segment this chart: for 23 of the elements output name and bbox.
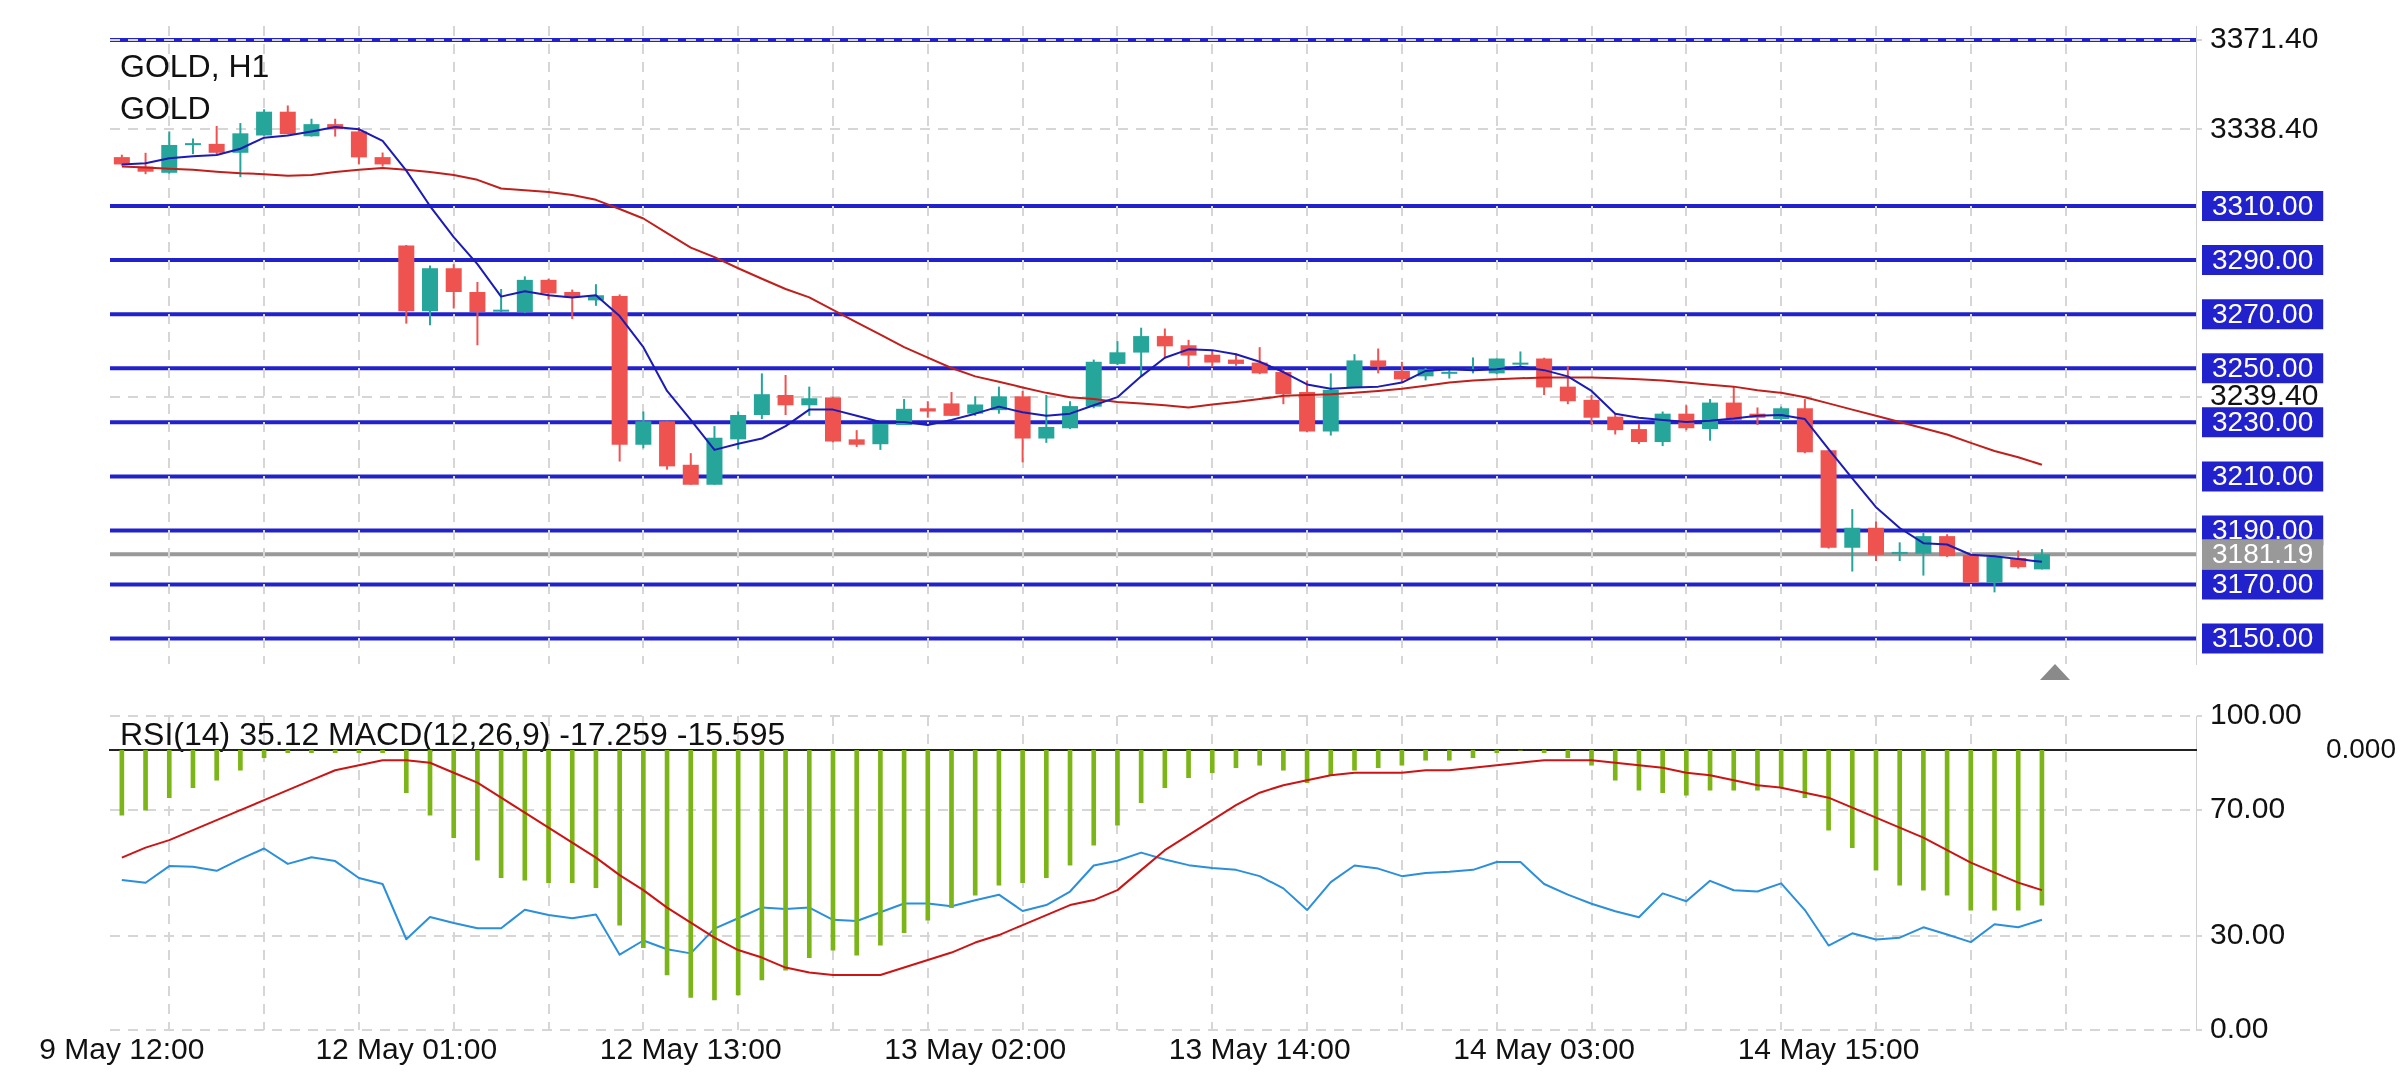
y-tick-label: 0.00 (2210, 1011, 2269, 1045)
x-tick-label: 12 May 01:00 (315, 1032, 498, 1066)
chart-title: RSI(14) 35.12 MACD(12,26,9) -17.259 -15.595 (120, 715, 786, 752)
ref-line-label: 3170.00 (2212, 568, 2314, 600)
ref-line-label: 3310.00 (2212, 189, 2314, 221)
y-tick-label: 30.00 (2210, 917, 2286, 951)
x-tick-label: 9 May 12:00 (39, 1032, 205, 1066)
x-tick-label: 13 May 14:00 (1168, 1032, 1351, 1066)
y-tick-label: 70.00 (2210, 791, 2286, 825)
x-tick-label: 13 May 02:00 (884, 1032, 1067, 1066)
y-tick-label: 100.00 (2210, 697, 2302, 731)
x-tick-label: 14 May 15:00 (1737, 1032, 1920, 1066)
ref-line-label: 3150.00 (2212, 622, 2314, 654)
ref-line-label: 3290.00 (2212, 243, 2314, 275)
ref-line-label: 3210.00 (2212, 460, 2314, 492)
x-tick-label: 14 May 03:00 (1453, 1032, 1636, 1066)
y-tick-label: 3338.40 (2210, 110, 2319, 144)
text: GOLD, H1 (120, 47, 270, 84)
ref-line-label: 3270.00 (2212, 297, 2314, 329)
y-tick-label: 3371.40 (2210, 21, 2319, 55)
text: 0.000 (2325, 732, 2396, 764)
text: GOLD (120, 89, 211, 126)
x-tick-label: 12 May 13:00 (599, 1032, 782, 1066)
